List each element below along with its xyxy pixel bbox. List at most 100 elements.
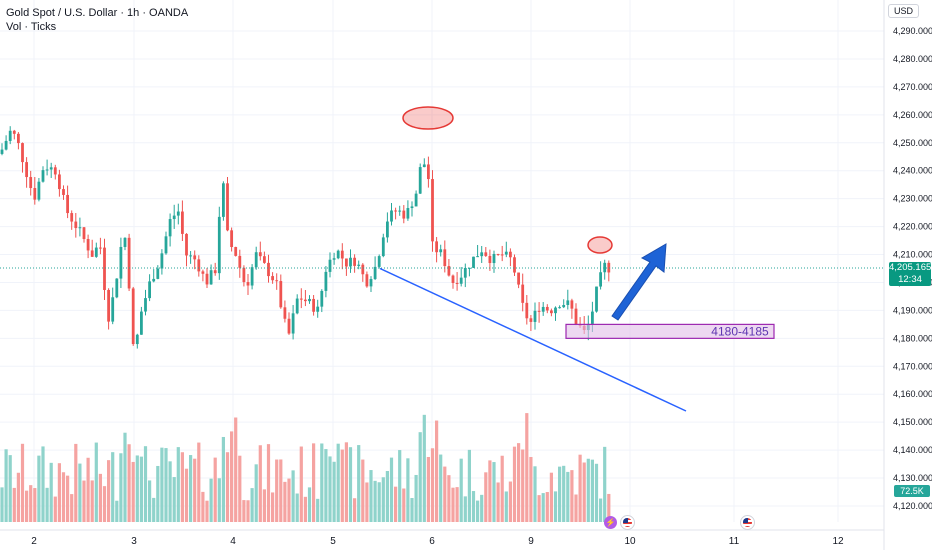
candle-body	[488, 255, 492, 264]
volume-bar	[492, 462, 496, 522]
candle-body	[197, 259, 201, 272]
time-axis-label: 6	[429, 536, 435, 547]
candle-body	[156, 268, 160, 279]
highlight-ellipse[interactable]	[587, 236, 613, 254]
current-price-value: 4,205.165	[889, 262, 932, 273]
candle-body	[369, 279, 373, 287]
volume-bar	[451, 487, 455, 522]
price-axis-label: 4,220.000	[893, 222, 932, 232]
candle-body	[451, 275, 455, 283]
volume-bar	[599, 498, 603, 522]
symbol-title[interactable]: Gold Spot / U.S. Dollar · 1h · OANDA	[6, 7, 189, 19]
volume-bars	[0, 413, 611, 522]
volume-bar	[307, 487, 312, 522]
us-flag-icon[interactable]	[620, 515, 635, 530]
candle-body	[550, 310, 553, 314]
support-zone-label: 4180-4185	[711, 324, 769, 338]
candle-body	[381, 237, 385, 257]
volume-bar	[377, 482, 381, 522]
volume-bar	[283, 481, 287, 522]
volume-bar	[517, 443, 521, 522]
volume-bar	[332, 461, 336, 522]
candle-body	[422, 164, 426, 168]
candle-body	[529, 318, 533, 322]
volume-bar	[406, 458, 410, 522]
candle-body	[521, 284, 525, 303]
price-axis-label: 4,120.000	[893, 501, 932, 511]
volume-bar	[508, 481, 512, 522]
volume-bar	[348, 447, 353, 522]
candle-body	[37, 181, 41, 200]
time-axis-label: 12	[832, 536, 844, 547]
volume-bar	[225, 452, 230, 522]
volume-bar	[90, 480, 94, 522]
candle-body	[107, 289, 110, 322]
volume-bar	[320, 443, 324, 522]
trendline[interactable]	[379, 267, 687, 412]
volume-bar	[156, 465, 160, 522]
candle-body	[254, 252, 258, 268]
candle-body	[537, 310, 541, 312]
candle-body	[267, 262, 270, 277]
candle-body	[103, 247, 106, 290]
candle-body	[332, 258, 336, 260]
candle-body	[82, 227, 86, 240]
volume-bar	[160, 447, 164, 522]
candle-body	[455, 282, 459, 284]
highlight-ellipse[interactable]	[402, 106, 454, 130]
volume-bar	[291, 470, 295, 522]
candle-body	[148, 281, 151, 299]
support-zone[interactable]	[565, 323, 775, 339]
candle-body	[509, 251, 512, 258]
volume-bar	[586, 458, 590, 522]
volume-bar	[250, 488, 254, 522]
candle-body	[361, 264, 365, 275]
volume-bar	[102, 486, 107, 522]
volume-bar	[389, 457, 394, 522]
volume-bar	[484, 472, 488, 522]
candle-body	[99, 247, 102, 249]
time-axis-label: 4	[230, 536, 236, 547]
currency-selector[interactable]: USD	[888, 4, 920, 18]
volume-bar	[217, 478, 221, 522]
candle-body	[127, 237, 131, 289]
volume-bar	[127, 444, 131, 522]
candle-body	[234, 247, 238, 256]
lightning-icon[interactable]: ⚡	[604, 516, 617, 529]
candle-body	[414, 193, 418, 207]
candle-body	[41, 170, 45, 182]
candle-body	[599, 272, 602, 287]
candle-body	[62, 189, 65, 195]
volume-bar	[340, 449, 344, 522]
candle-body	[230, 230, 233, 248]
volume-bar	[4, 449, 8, 522]
volume-bar	[131, 461, 135, 522]
candle-body	[94, 247, 98, 257]
volume-bar	[37, 455, 41, 522]
price-axis-label: 4,190.000	[893, 305, 932, 315]
us-flag-icon[interactable]	[740, 515, 755, 530]
volume-bar	[303, 496, 307, 522]
volume-bar	[299, 446, 303, 522]
candle-body	[390, 210, 393, 222]
candle-body	[8, 130, 12, 141]
volume-indicator-label[interactable]: Vol · Ticks	[6, 21, 57, 33]
candle-body	[66, 194, 69, 214]
volume-bar	[607, 493, 611, 522]
candle-body	[135, 334, 139, 345]
candle-body	[591, 311, 594, 324]
volume-bar	[148, 480, 152, 522]
volume-bar	[435, 420, 439, 522]
price-axis-label: 4,290.000	[893, 26, 932, 36]
volume-bar	[410, 497, 414, 522]
time-axis-label: 11	[729, 536, 740, 547]
volume-bar	[496, 482, 500, 522]
volume-bar	[287, 478, 291, 522]
arrow-up[interactable]	[611, 243, 667, 321]
candle-body	[119, 246, 123, 279]
volume-bar	[537, 495, 541, 522]
volume-bar	[66, 475, 70, 522]
candle-body	[340, 250, 344, 259]
volume-bar	[443, 466, 447, 522]
